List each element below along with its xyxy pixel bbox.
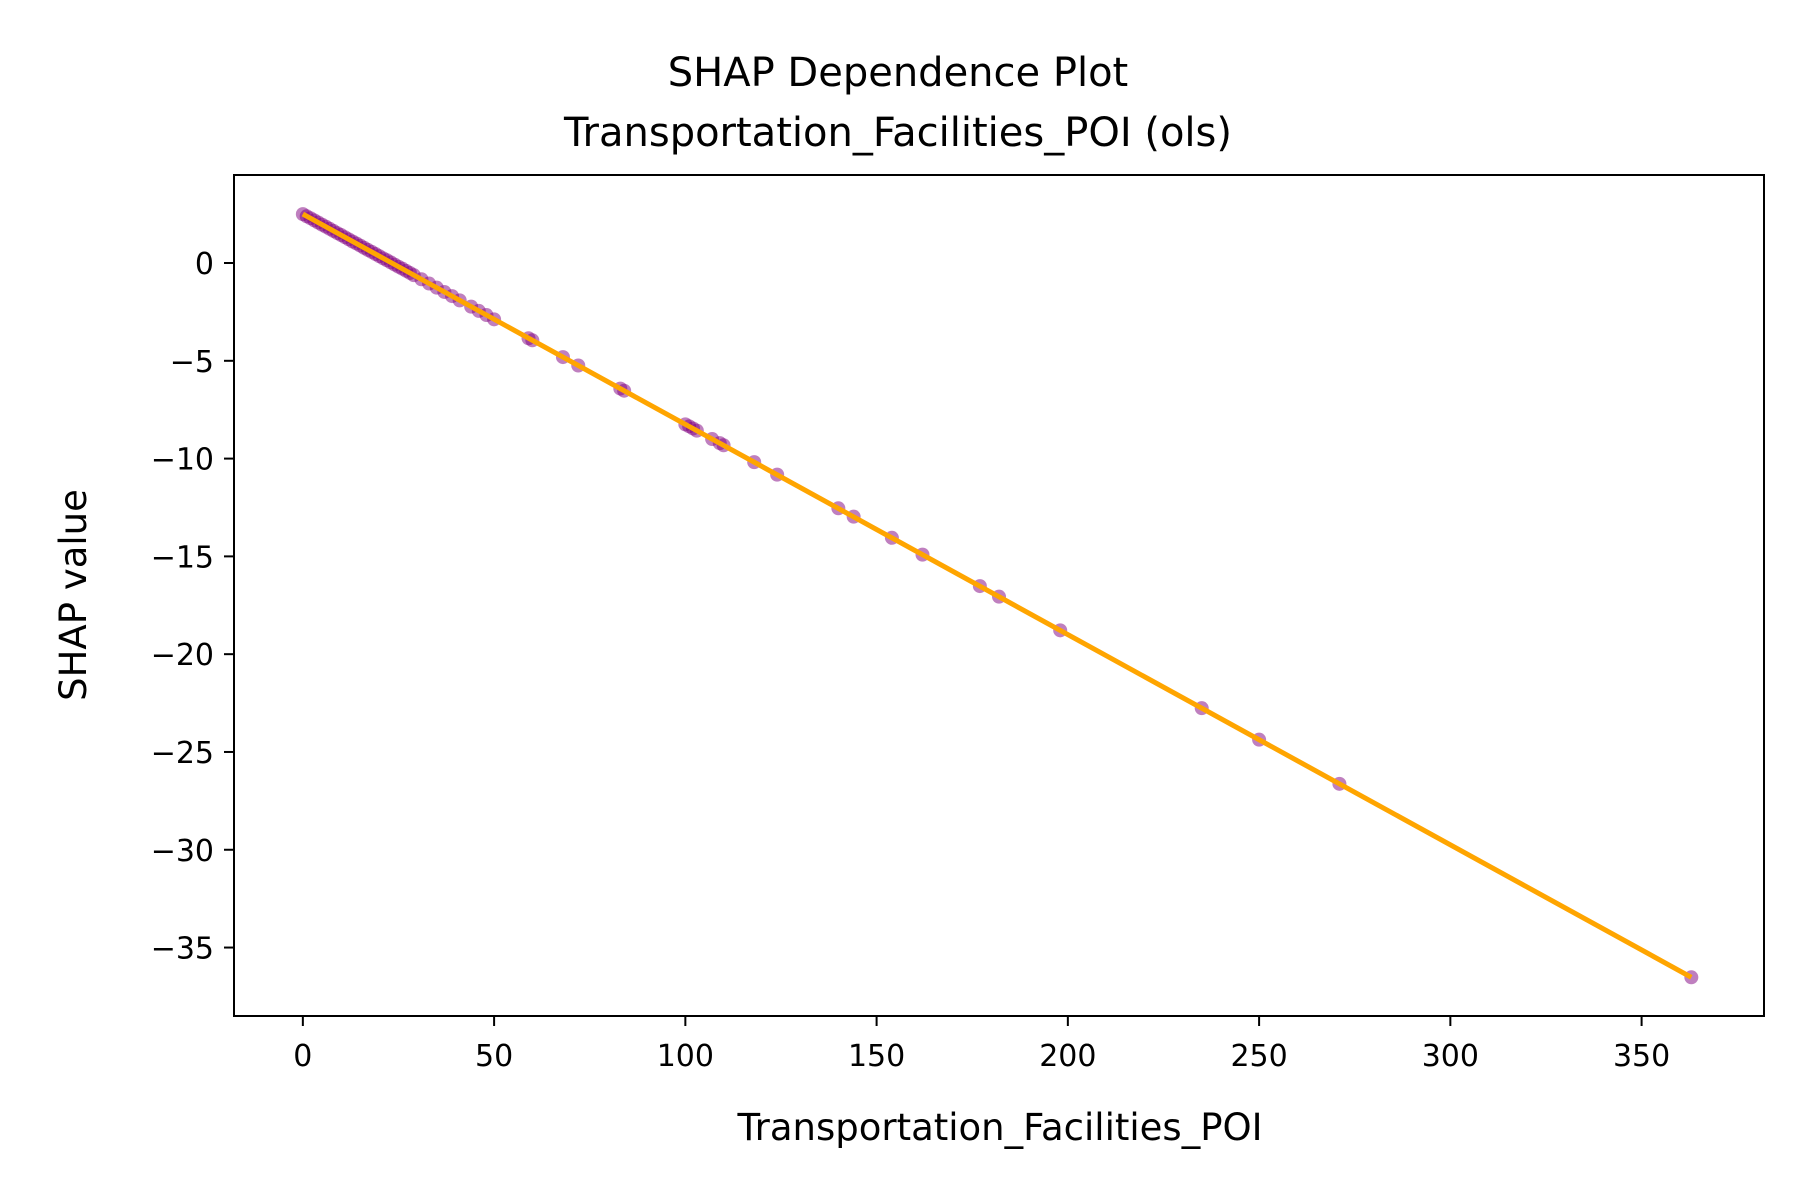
chart-subtitle: Transportation_Facilities_POI (ols) bbox=[563, 110, 1232, 156]
x-tick-label: 150 bbox=[848, 1039, 905, 1074]
y-tick-label: 0 bbox=[195, 247, 214, 282]
x-tick-label: 100 bbox=[657, 1039, 714, 1074]
x-tick-label: 250 bbox=[1230, 1039, 1287, 1074]
y-tick-label: −15 bbox=[151, 540, 214, 575]
y-tick-label: −25 bbox=[151, 736, 214, 771]
x-tick-label: 200 bbox=[1039, 1039, 1096, 1074]
y-tick-label: −35 bbox=[151, 932, 214, 967]
x-tick-label: 300 bbox=[1422, 1039, 1479, 1074]
y-axis-label: SHAP value bbox=[52, 489, 95, 701]
y-tick-label: −10 bbox=[151, 443, 214, 478]
x-axis-label: Transportation_Facilities_POI bbox=[736, 1106, 1262, 1149]
plot-frame bbox=[233, 174, 1765, 1017]
x-tick-label: 50 bbox=[475, 1039, 513, 1074]
y-tick-label: −30 bbox=[151, 834, 214, 869]
x-tick-label: 0 bbox=[293, 1039, 312, 1074]
y-tick-label: −20 bbox=[151, 638, 214, 673]
y-axis-ticks: 0 −5 −10 −15 −20 −25 −30 −35 bbox=[151, 247, 234, 967]
fit-line-layer bbox=[301, 211, 1693, 980]
chart-title: SHAP Dependence Plot bbox=[668, 50, 1129, 96]
x-axis-ticks: 0 50 100 150 200 250 300 350 bbox=[293, 1016, 1670, 1074]
x-tick-label: 350 bbox=[1613, 1039, 1670, 1074]
fit-line bbox=[301, 211, 1693, 980]
y-tick-label: −5 bbox=[170, 345, 214, 380]
plot-area bbox=[295, 207, 1699, 985]
